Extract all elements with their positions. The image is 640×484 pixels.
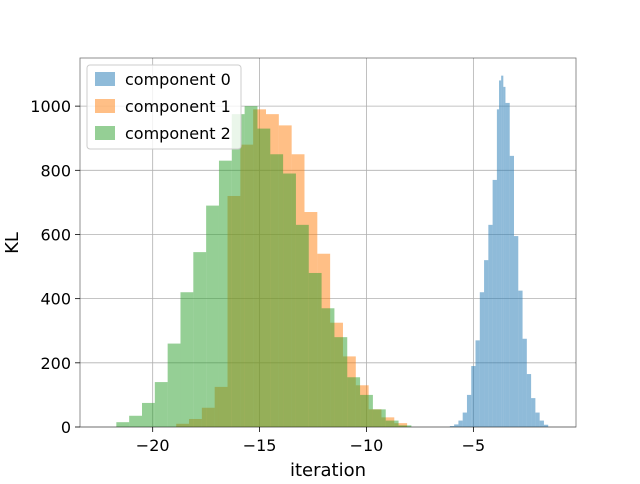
bar-series-0-bin-19	[522, 338, 527, 427]
bar-series-0-bin-10	[492, 179, 497, 427]
legend-label-component-1: component 1	[125, 97, 231, 116]
bar-series-0-bin-14	[503, 86, 506, 427]
bar-series-0-bin-9	[488, 224, 493, 427]
bar-series-1-bin-17	[394, 423, 408, 427]
bar-series-2-bin-9	[231, 114, 245, 428]
bar-series-0-bin-17	[514, 236, 519, 427]
y-tick-label-2: 400	[40, 290, 71, 309]
bar-series-2-bin-16	[321, 308, 335, 427]
y-tick-label-0: 0	[61, 418, 71, 437]
bar-series-2-bin-13	[283, 173, 296, 427]
x-axis-ticks: −20 −15 −10 −5	[136, 427, 485, 455]
bar-series-2-bin-5	[180, 292, 194, 427]
legend-label-component-2: component 2	[125, 124, 231, 143]
x-tick-label-0: −20	[136, 436, 170, 455]
bar-series-2-bin-14	[295, 224, 309, 427]
bar-series-0-bin-2	[458, 420, 463, 427]
legend-box	[86, 64, 242, 150]
legend-swatch-component-1	[95, 99, 115, 113]
bar-series-0-bin-22	[535, 412, 540, 427]
bar-series-2-bin-15	[308, 272, 322, 427]
legend-label-component-0: component 0	[125, 70, 231, 89]
bar-series-0-bin-5	[471, 366, 476, 427]
y-axis-ticks: 0 200 400 600 800 1000	[30, 97, 80, 437]
bar-series-2-bin-3	[154, 382, 168, 427]
bar-series-0-bin-16	[509, 155, 514, 427]
bar-series-2-bin-10	[244, 106, 258, 427]
bar-series-0-bin-1	[454, 424, 459, 427]
bar-series-0-bin-4	[466, 394, 472, 427]
bar-series-0-bin-7	[479, 292, 485, 427]
y-tick-label-4: 800	[40, 161, 71, 180]
bar-series-0-bin-23	[539, 420, 544, 427]
bar-series-0-bin-11	[496, 109, 500, 428]
x-axis-label: iteration	[290, 460, 366, 480]
bar-series-0-bin-24	[543, 424, 549, 427]
bar-series-0-bin-0	[449, 426, 455, 427]
bar-series-0-bin-3	[462, 412, 467, 427]
bar-series-0-bin-8	[484, 260, 489, 427]
bar-series-2-bin-22	[398, 425, 412, 427]
bar-series-0-bin-15	[505, 102, 510, 427]
bar-series-2-bin-20	[372, 409, 386, 427]
histogram-bars	[116, 75, 549, 428]
plot-frame	[79, 57, 577, 428]
legend-swatch-component-2	[95, 126, 115, 140]
legend-swatch-component-0	[95, 72, 115, 86]
bar-series-0-bin-12	[499, 80, 502, 427]
y-tick-label-3: 600	[40, 225, 71, 244]
y-tick-label-1: 200	[40, 354, 71, 373]
bar-series-2-bin-17	[334, 337, 348, 427]
x-tick-label-3: −5	[462, 436, 486, 455]
y-axis-label: KL	[2, 232, 23, 254]
y-tick-label-5: 1000	[30, 97, 71, 116]
bar-series-2-bin-19	[360, 394, 373, 427]
bar-series-0-bin-13	[501, 75, 504, 427]
bar-series-2-bin-18	[347, 377, 361, 427]
bar-series-0-bin-6	[475, 340, 480, 427]
series-2-bars	[116, 106, 412, 428]
bar-series-0-bin-21	[531, 398, 536, 427]
x-tick-label-2: −10	[350, 436, 384, 455]
bar-series-2-bin-7	[206, 205, 219, 427]
x-tick-label-1: −15	[243, 436, 277, 455]
bar-series-2-bin-6	[193, 252, 207, 427]
bar-series-2-bin-0	[116, 422, 130, 427]
bar-series-0-bin-18	[518, 290, 523, 427]
series-0-bars	[449, 75, 549, 428]
bar-series-2-bin-1	[129, 415, 142, 427]
bar-series-2-bin-21	[385, 420, 399, 427]
bar-series-2-bin-12	[270, 154, 284, 427]
bar-series-0-bin-20	[526, 374, 532, 427]
bar-series-2-bin-8	[218, 160, 232, 427]
bar-series-2-bin-2	[142, 402, 155, 427]
bar-series-2-bin-4	[167, 343, 181, 427]
bar-series-2-bin-11	[257, 128, 271, 427]
legend: component 0 component 1 component 2	[86, 64, 242, 150]
